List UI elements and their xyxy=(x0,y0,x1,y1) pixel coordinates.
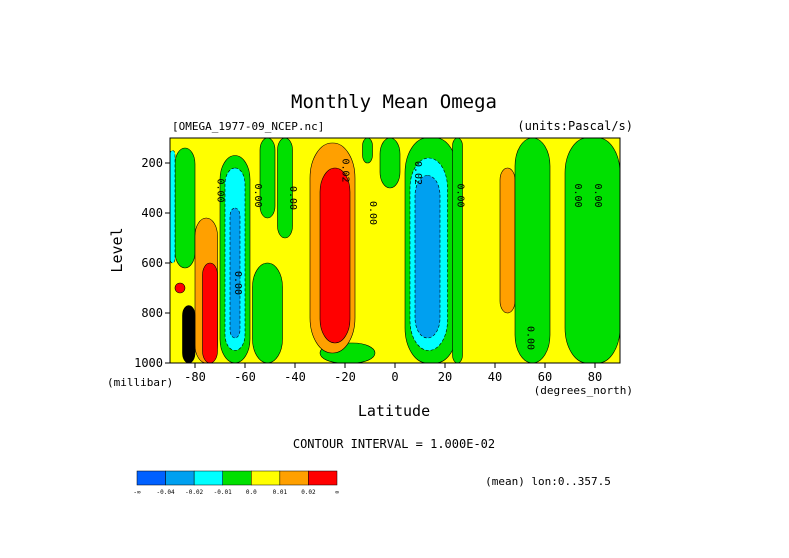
colorbar-swatch xyxy=(165,470,195,486)
contour-label: 0.00 xyxy=(232,271,243,295)
x-tick-label: 20 xyxy=(438,370,452,384)
contour-label: 0.02 xyxy=(340,158,351,182)
x-tick-label: -60 xyxy=(234,370,256,384)
colorbar-swatch xyxy=(222,470,252,486)
contour-region-cyan xyxy=(170,150,176,264)
dataset-label: [OMEGA_1977-09_NCEP.nc] xyxy=(172,120,324,133)
colorbar-tick-label: 0.01 xyxy=(273,489,288,496)
colorbar-tick-label: -0.02 xyxy=(185,489,203,496)
colorbar-tick-label: 0.02 xyxy=(301,489,316,496)
chart-title: Monthly Mean Omega xyxy=(291,91,497,113)
x-tick-label: -20 xyxy=(334,370,356,384)
colorbar-swatch xyxy=(136,470,166,486)
colorbar-swatch xyxy=(308,470,338,486)
contour-region-red xyxy=(319,167,351,344)
colorbar: -∞ -0.04 -0.02 -0.01 0.0 0.01 0.02 ∞ xyxy=(133,470,339,496)
colorbar-swatch xyxy=(279,470,309,486)
y-tick-label: 400 xyxy=(141,206,163,220)
x-tick-label: 80 xyxy=(588,370,602,384)
contour-region-green xyxy=(259,138,276,219)
contour-label: 0.02 xyxy=(412,161,423,185)
contour-region-green xyxy=(514,138,551,363)
contour-region-orange xyxy=(499,167,516,314)
contour-region-green xyxy=(379,138,401,189)
contour-interval-label: CONTOUR INTERVAL = 1.000E-02 xyxy=(293,437,495,451)
contour-labels: 0.00 0.00 0.00 0.02 0.00 0.02 0.00 0.00 0.00 0.00… xyxy=(215,158,604,350)
x-axis: -80 -60 -40 -20 0 20 40 60 80 xyxy=(184,363,602,384)
contour-label: 0.00 xyxy=(252,183,263,207)
contour-label: 0.00 xyxy=(572,183,583,207)
contour-region-blue xyxy=(414,175,441,339)
contour-region-green xyxy=(564,138,620,363)
colorbar-tick-label: ∞ xyxy=(335,489,339,496)
contour-label: 0.00 xyxy=(525,326,536,350)
contour-region-red xyxy=(174,282,186,294)
colorbar-tick-label: -∞ xyxy=(133,489,141,496)
x-unit-label: (degrees_north) xyxy=(534,384,633,397)
x-tick-label: 0 xyxy=(391,370,398,384)
y-axis: 200 400 600 800 1000 xyxy=(134,156,170,370)
contour-region-black xyxy=(182,305,196,363)
x-tick-label: 60 xyxy=(538,370,552,384)
contour-label: 0.00 xyxy=(592,183,603,207)
contour-region-green xyxy=(252,262,283,363)
y-axis-label: Level xyxy=(108,227,126,272)
colorbar-swatch xyxy=(193,470,223,486)
y-tick-label: 600 xyxy=(141,256,163,270)
y-tick-label: 200 xyxy=(141,156,163,170)
units-label: (units:Pascal/s) xyxy=(517,119,633,133)
colorbar-tick-label: 0.0 xyxy=(246,489,257,496)
colorbar-swatch xyxy=(251,470,281,486)
contour-label: 0.00 xyxy=(455,183,466,207)
x-tick-label: 40 xyxy=(488,370,502,384)
contour-regions xyxy=(170,138,620,363)
contour-region-red xyxy=(202,262,218,363)
y-unit-label: (millibar) xyxy=(107,376,173,389)
colorbar-tick-label: -0.04 xyxy=(157,489,175,496)
contour-region-blue xyxy=(229,207,241,339)
mean-label: (mean) lon:0..357.5 xyxy=(485,475,611,488)
contour-label: 0.00 xyxy=(287,186,298,210)
contour-region-green xyxy=(362,138,373,164)
contour-region-green xyxy=(174,147,196,269)
contour-label: 0.00 xyxy=(215,178,226,202)
contour-region-green xyxy=(452,138,463,363)
y-tick-label: 1000 xyxy=(134,356,163,370)
plot-area: 0.00 0.00 0.00 0.02 0.00 0.02 0.00 0.00 0.00 0.00… xyxy=(170,138,620,363)
contour-label: 0.00 xyxy=(367,201,378,225)
contour-region-green xyxy=(277,138,293,239)
x-tick-label: -80 xyxy=(184,370,206,384)
x-tick-label: -40 xyxy=(284,370,306,384)
y-tick-label: 800 xyxy=(141,306,163,320)
x-axis-label: Latitude xyxy=(358,402,430,420)
colorbar-tick-label: -0.01 xyxy=(214,489,232,496)
